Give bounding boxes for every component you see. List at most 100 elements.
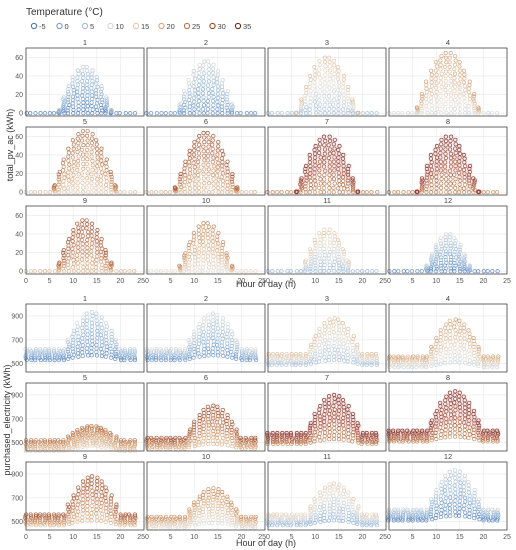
data-point	[75, 93, 80, 98]
data-point	[220, 323, 225, 328]
data-point	[322, 412, 327, 417]
y-tick-label: 60	[15, 213, 23, 220]
point-halo	[311, 410, 318, 418]
data-point	[336, 88, 341, 93]
data-point	[216, 255, 221, 260]
point-halo	[462, 162, 469, 170]
point-halo	[441, 159, 449, 166]
data-point	[187, 356, 192, 361]
data-point	[321, 190, 327, 195]
data-point	[295, 432, 300, 437]
data-point	[323, 64, 328, 69]
data-point	[307, 152, 312, 157]
data-point	[90, 145, 95, 150]
data-point	[312, 99, 317, 104]
data-point	[84, 318, 90, 323]
facet-title: 6	[204, 117, 208, 126]
data-point	[186, 160, 192, 165]
data-point	[76, 100, 81, 105]
data-point	[336, 246, 341, 251]
data-point	[197, 168, 202, 173]
point-halo	[316, 162, 323, 170]
data-point	[90, 132, 95, 137]
data-point	[472, 353, 477, 358]
data-point	[85, 107, 90, 112]
data-point	[364, 431, 369, 436]
data-point	[476, 189, 481, 194]
data-point	[99, 190, 104, 195]
data-point	[33, 111, 38, 116]
data-point	[80, 353, 85, 358]
data-point	[197, 431, 202, 436]
data-point	[80, 425, 85, 430]
x-tick-label: 10	[69, 278, 77, 285]
data-point	[66, 174, 71, 179]
data-point	[215, 72, 221, 77]
data-point	[67, 237, 72, 242]
data-point	[80, 157, 85, 162]
facet-frame	[25, 205, 145, 275]
point-halo	[302, 162, 310, 170]
data-point	[90, 68, 95, 73]
data-point	[200, 333, 206, 338]
data-point	[369, 431, 374, 436]
data-point	[61, 182, 66, 187]
data-point	[191, 152, 196, 157]
data-point	[482, 361, 487, 366]
data-point	[216, 160, 221, 166]
data-point	[337, 95, 342, 100]
data-point	[321, 134, 327, 139]
data-point	[205, 59, 211, 64]
data-point	[109, 180, 114, 185]
data-point	[196, 177, 201, 182]
data-point	[351, 351, 356, 356]
data-point	[71, 349, 76, 354]
point-halo	[349, 410, 357, 418]
point-halo	[88, 240, 96, 247]
data-point	[75, 516, 80, 521]
data-point	[196, 107, 201, 112]
data-point	[476, 106, 481, 111]
data-point	[337, 260, 342, 265]
data-point	[66, 265, 71, 271]
point-halo	[297, 177, 305, 184]
point-halo	[452, 149, 459, 157]
data-point	[318, 85, 323, 90]
data-point	[346, 181, 351, 186]
x-tick-label: 0	[266, 278, 270, 285]
point-halo	[237, 434, 244, 442]
data-point	[429, 363, 434, 369]
data-point	[345, 356, 350, 361]
data-point	[439, 428, 444, 434]
data-point	[99, 329, 104, 334]
legend-entry: 35	[243, 22, 251, 31]
data-point	[280, 431, 285, 436]
point-halo	[223, 420, 230, 428]
data-point	[220, 407, 225, 413]
point-halo	[69, 253, 76, 260]
data-point	[103, 354, 108, 359]
point-halo	[326, 410, 333, 418]
data-point	[197, 413, 202, 418]
data-point	[429, 91, 434, 96]
data-point	[322, 143, 327, 148]
data-point	[447, 252, 453, 257]
data-point	[201, 144, 206, 149]
data-point	[201, 99, 206, 104]
data-point	[215, 404, 220, 409]
data-point	[336, 317, 341, 322]
data-point	[206, 346, 211, 351]
point-halo	[176, 434, 183, 442]
data-point	[71, 190, 76, 195]
data-point	[429, 160, 434, 165]
data-point	[303, 99, 308, 104]
data-point	[164, 347, 169, 352]
data-point	[331, 159, 336, 164]
data-point	[341, 186, 346, 191]
data-point	[327, 68, 333, 73]
data-point	[424, 175, 429, 180]
data-point	[452, 89, 457, 94]
data-point	[462, 339, 467, 345]
data-point	[95, 151, 100, 156]
